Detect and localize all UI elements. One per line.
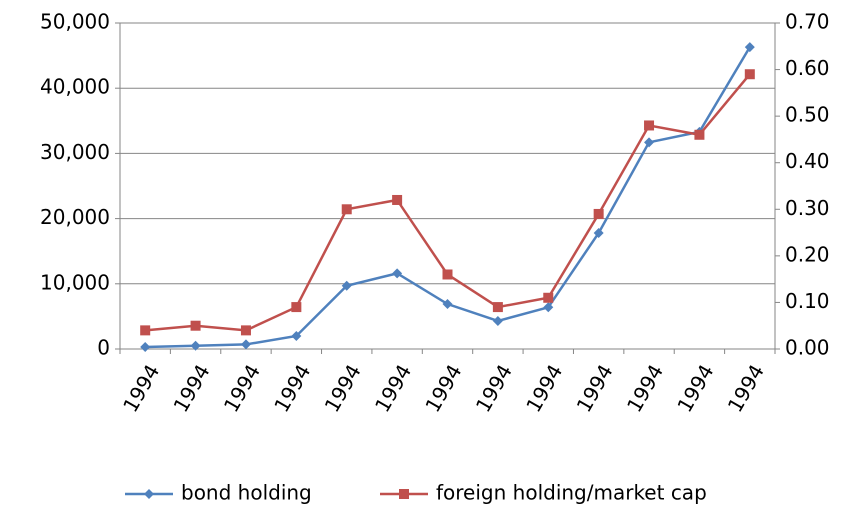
y-tick-label: 10,000 bbox=[40, 270, 110, 294]
point bbox=[644, 120, 655, 131]
x-tick-label: 1994 bbox=[118, 360, 164, 416]
point bbox=[240, 339, 251, 350]
x-tick-label: 1994 bbox=[572, 360, 618, 416]
x-tick-label: 1994 bbox=[420, 360, 466, 416]
x-tick-label: 1994 bbox=[672, 360, 718, 416]
legend-label: bond holding bbox=[181, 481, 312, 505]
x-tick-label: 1994 bbox=[723, 360, 769, 416]
x-tick-label: 1994 bbox=[269, 360, 315, 416]
y-tick-label: 40,000 bbox=[40, 75, 110, 99]
y2-tick-label: 0.40 bbox=[785, 149, 830, 173]
x-tick-label: 1994 bbox=[219, 360, 265, 416]
series-line bbox=[145, 73, 751, 332]
y2-tick-label: 0.60 bbox=[785, 56, 830, 80]
point bbox=[492, 315, 503, 326]
x-tick-label: 1994 bbox=[622, 360, 668, 416]
point bbox=[190, 340, 201, 351]
x-tick-label: 1994 bbox=[320, 360, 366, 416]
point bbox=[442, 269, 453, 280]
point bbox=[442, 299, 453, 310]
point bbox=[694, 129, 705, 140]
point bbox=[190, 320, 201, 331]
y2-tick-label: 0.70 bbox=[785, 10, 830, 34]
y-tick-label: 50,000 bbox=[40, 10, 110, 34]
point bbox=[593, 208, 604, 219]
x-tick-label: 1994 bbox=[370, 360, 416, 416]
point bbox=[543, 302, 554, 313]
point bbox=[140, 325, 151, 336]
y-tick-label: 20,000 bbox=[40, 205, 110, 229]
y-tick-label: 30,000 bbox=[40, 140, 110, 164]
point bbox=[341, 280, 352, 291]
legend-marker bbox=[144, 489, 154, 499]
point bbox=[744, 42, 755, 53]
x-tick-label: 1994 bbox=[168, 360, 214, 416]
y2-tick-label: 0.50 bbox=[785, 103, 830, 127]
x-tick-label: 1994 bbox=[471, 360, 517, 416]
point bbox=[543, 292, 554, 303]
point bbox=[392, 194, 403, 205]
point bbox=[291, 302, 302, 313]
point bbox=[593, 227, 604, 238]
y2-tick-label: 0.30 bbox=[785, 196, 830, 220]
point bbox=[392, 268, 403, 279]
point bbox=[291, 330, 302, 341]
point bbox=[140, 342, 151, 353]
legend-marker bbox=[399, 489, 409, 499]
y2-tick-label: 0.00 bbox=[785, 336, 830, 360]
y-tick-label: 0 bbox=[97, 336, 110, 360]
point bbox=[744, 69, 755, 80]
point bbox=[341, 204, 352, 215]
y2-tick-label: 0.20 bbox=[785, 242, 830, 266]
point bbox=[492, 302, 503, 313]
y2-tick-label: 0.10 bbox=[785, 289, 830, 313]
point bbox=[644, 137, 655, 148]
legend-label: foreign holding/market cap bbox=[436, 481, 707, 505]
point bbox=[240, 325, 251, 336]
x-tick-label: 1994 bbox=[521, 360, 567, 416]
